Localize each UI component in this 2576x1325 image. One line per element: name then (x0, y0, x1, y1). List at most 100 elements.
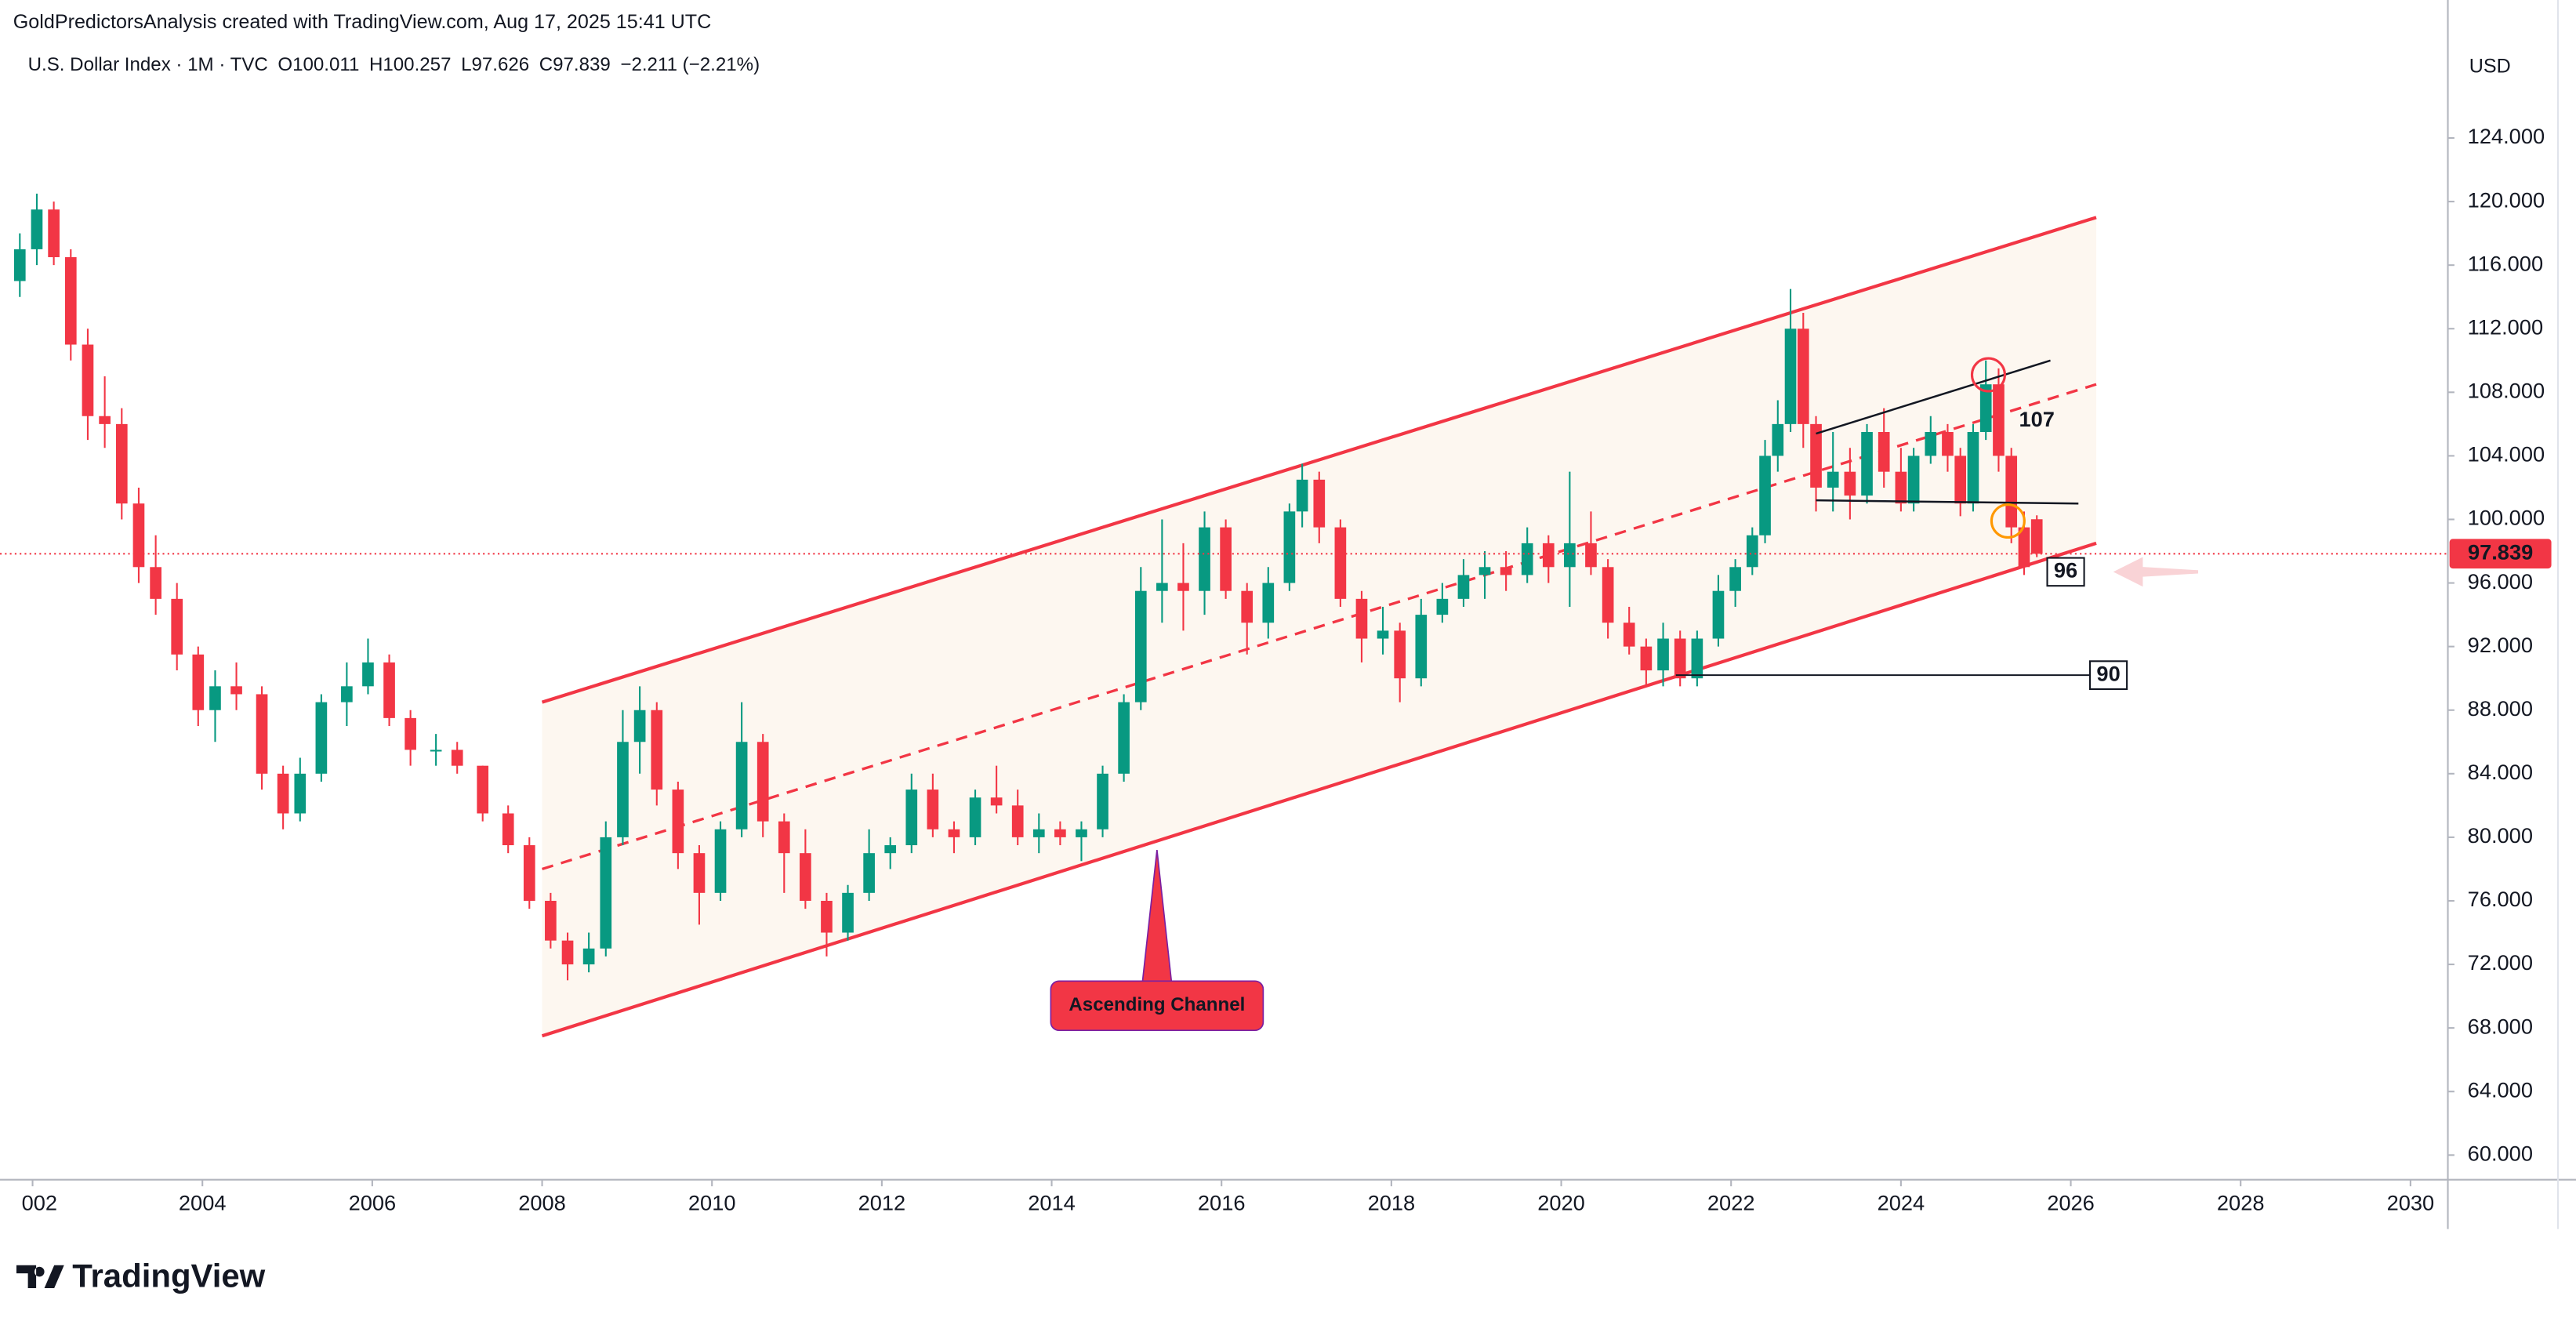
y-tick-label: 76.000 (2468, 887, 2533, 911)
ohlc-value: C97.839 (539, 54, 611, 75)
candle-body (582, 948, 595, 965)
candle-body (800, 853, 811, 901)
candle-body (209, 686, 221, 710)
candle-body (192, 654, 205, 710)
candle-body (842, 892, 854, 933)
y-tick-label: 96.000 (2468, 569, 2533, 594)
candle-body (1746, 535, 1758, 568)
candle-body (1415, 615, 1428, 679)
candle-body (1313, 479, 1326, 528)
candle-body (1585, 543, 1597, 568)
candle-body (1054, 829, 1066, 837)
candle-body (430, 750, 442, 752)
level-box (2088, 660, 2128, 690)
callout-label: Ascending Channel (1068, 994, 1245, 1015)
x-tick-label: 2030 (2387, 1190, 2435, 1214)
y-tick-label: 60.000 (2468, 1141, 2533, 1165)
candle-body (1967, 432, 1979, 504)
candle-body (82, 344, 94, 416)
candle-body (2030, 519, 2043, 554)
callout-box (1050, 980, 1264, 1032)
y-tick-label: 84.000 (2468, 760, 2533, 784)
ohlc-value: H100.257 (369, 54, 451, 75)
channel-lower (541, 541, 2097, 1038)
candle-body (1199, 527, 1210, 591)
candle-body (451, 750, 463, 766)
y-tick-label: 88.000 (2468, 696, 2533, 721)
x-tick-label: 2022 (1707, 1190, 1755, 1214)
candle-body (64, 257, 77, 345)
candle-body (315, 702, 328, 774)
brand-logo: TradingView (16, 1258, 266, 1294)
y-tick-label: 92.000 (2468, 633, 2533, 657)
y-tick-label: 120.000 (2468, 187, 2545, 212)
candle-body (405, 717, 416, 750)
last-price-box (2449, 539, 2552, 569)
ohlc-value: −2.211 (−2.21%) (620, 54, 760, 75)
highlight-circle (1970, 357, 2006, 393)
candle-body (1334, 527, 1347, 599)
y-tick-label: 112.000 (2468, 314, 2543, 339)
y-tick-label: 80.000 (2468, 823, 2533, 848)
candle-body (990, 797, 1003, 806)
y-tick-label: 100.000 (2468, 506, 2545, 530)
candle-body (600, 837, 612, 949)
candle-body (1797, 329, 1809, 424)
candle-body (1156, 583, 1168, 591)
highlight-circle (1990, 503, 2026, 539)
candle-body (561, 940, 574, 965)
candle-body (150, 567, 161, 599)
candle-body (884, 845, 897, 854)
candle-body (672, 790, 684, 854)
y-tick-label: 72.000 (2468, 950, 2533, 975)
x-tick-label: 2024 (1878, 1190, 1925, 1214)
x-tick-label: 002 (22, 1190, 57, 1214)
candle-body (1564, 543, 1576, 568)
candle-body (1827, 471, 1839, 488)
candle-body (1076, 829, 1087, 837)
candle-body (778, 821, 790, 854)
candle-body (1011, 805, 1024, 837)
level-label: 96 (2054, 558, 2077, 583)
channel-middle (542, 383, 2097, 871)
candle-body (99, 416, 111, 424)
candle-body (277, 773, 289, 814)
candle-body (633, 710, 646, 742)
candle-body (1895, 471, 1907, 504)
candle-body (1220, 527, 1232, 591)
level-label: 107 (2019, 407, 2054, 431)
candle-body (714, 829, 727, 893)
pattern-line (1816, 499, 2079, 505)
ohlc-value: L97.626 (461, 54, 529, 75)
candle-body (617, 742, 629, 837)
candle-body (256, 694, 268, 774)
candle-body (969, 797, 981, 837)
candle-body (523, 845, 535, 901)
candle-body (1810, 423, 1822, 488)
candle-body (1712, 590, 1725, 639)
logo-icon (16, 1265, 64, 1289)
candle-body (1436, 598, 1449, 615)
candle-body (341, 686, 353, 702)
pointer-arrow (2113, 557, 2199, 587)
candle-body (31, 209, 43, 249)
x-tick-label: 2016 (1198, 1190, 1246, 1214)
candle-body (927, 790, 939, 829)
candle-body (821, 900, 833, 933)
y-tick-label: 116.000 (2468, 251, 2543, 275)
candle-body (1759, 456, 1771, 535)
pattern-line (1816, 359, 2051, 435)
candle-body (1241, 590, 1254, 623)
level-box (2046, 557, 2085, 587)
x-tick-label: 2012 (858, 1190, 906, 1214)
y-tick-label: 68.000 (2468, 1014, 2533, 1038)
candle-body (1674, 638, 1686, 679)
candle-body (1478, 567, 1491, 575)
candle-body (863, 853, 875, 893)
brand: TradingView (72, 1258, 265, 1294)
currency: USD (2469, 56, 2511, 78)
candle-body (905, 790, 918, 846)
channel-upper (541, 216, 2097, 704)
candle-body (1907, 456, 1920, 504)
candle-body (1355, 598, 1368, 639)
